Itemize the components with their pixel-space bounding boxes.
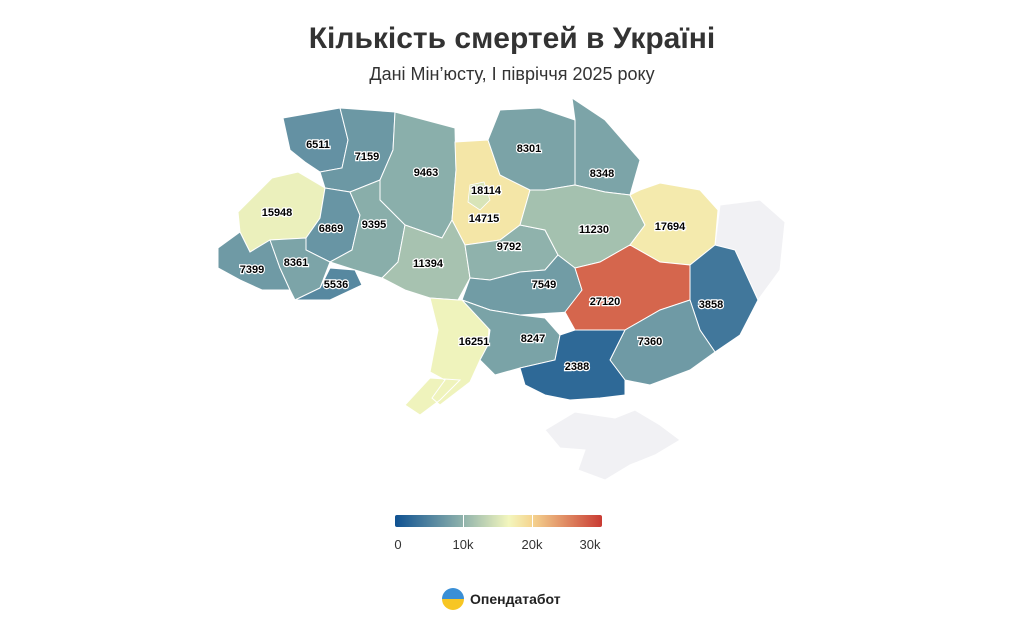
region-value-label: 27120 (590, 296, 621, 308)
opendatabot-logo-icon (442, 588, 464, 610)
region-kyiv-city[interactable] (467, 181, 491, 211)
region-value-label: 9395 (362, 219, 386, 231)
region-value-label: 6869 (319, 223, 343, 235)
region-value-label: 8361 (284, 257, 308, 269)
region-value-label: 8247 (521, 333, 545, 345)
labels-layer: 6511 7159 9463 18114 14715 8301 8348 15948 6869 9… (239, 138, 725, 374)
region-value-label: 5536 (324, 279, 348, 291)
region-kherson[interactable] (519, 329, 626, 401)
region-value-label: 3858 (699, 299, 723, 311)
legend-tick (463, 515, 464, 527)
region-chernivtsi[interactable] (294, 267, 363, 301)
region-value-label: 11394 (413, 258, 444, 270)
legend-label-20k: 20k (521, 537, 543, 552)
region-value-label: 2388 (565, 361, 589, 373)
legend-tick (532, 515, 533, 527)
region-value-label: 8348 (590, 168, 614, 180)
region-value-label: 7399 (240, 264, 264, 276)
region-value-label: 7159 (355, 151, 379, 163)
region-value-label: 14715 (469, 213, 500, 225)
region-value-label: 18114 (471, 185, 502, 197)
region-value-label: 7549 (532, 279, 556, 291)
legend-label-10k: 10k (452, 537, 474, 552)
region-crimea-no-data (544, 409, 681, 481)
region-value-label: 6511 (306, 139, 330, 151)
region-value-label: 9463 (414, 167, 438, 179)
region-value-label: 9792 (497, 241, 521, 253)
region-value-label: 15948 (262, 207, 293, 219)
brand-logo[interactable]: Опендатабот (442, 587, 561, 611)
brand-name: Опендатабот (470, 591, 561, 607)
region-value-label: 8301 (517, 143, 541, 155)
color-scale-legend (395, 515, 602, 527)
map-title: Кількість смертей в Україні (308, 22, 716, 55)
region-value-label: 11230 (579, 224, 609, 236)
legend-label-30k: 30k (579, 537, 601, 552)
region-value-label: 16251 (459, 336, 490, 348)
map-subtitle: Дані Мін’юсту, І півріччя 2025 року (369, 64, 655, 84)
region-value-label: 17694 (655, 221, 686, 233)
legend-label-0: 0 (394, 537, 402, 552)
region-value-label: 7360 (638, 336, 662, 348)
regions-layer (217, 96, 786, 481)
region-sumy[interactable] (571, 96, 641, 196)
